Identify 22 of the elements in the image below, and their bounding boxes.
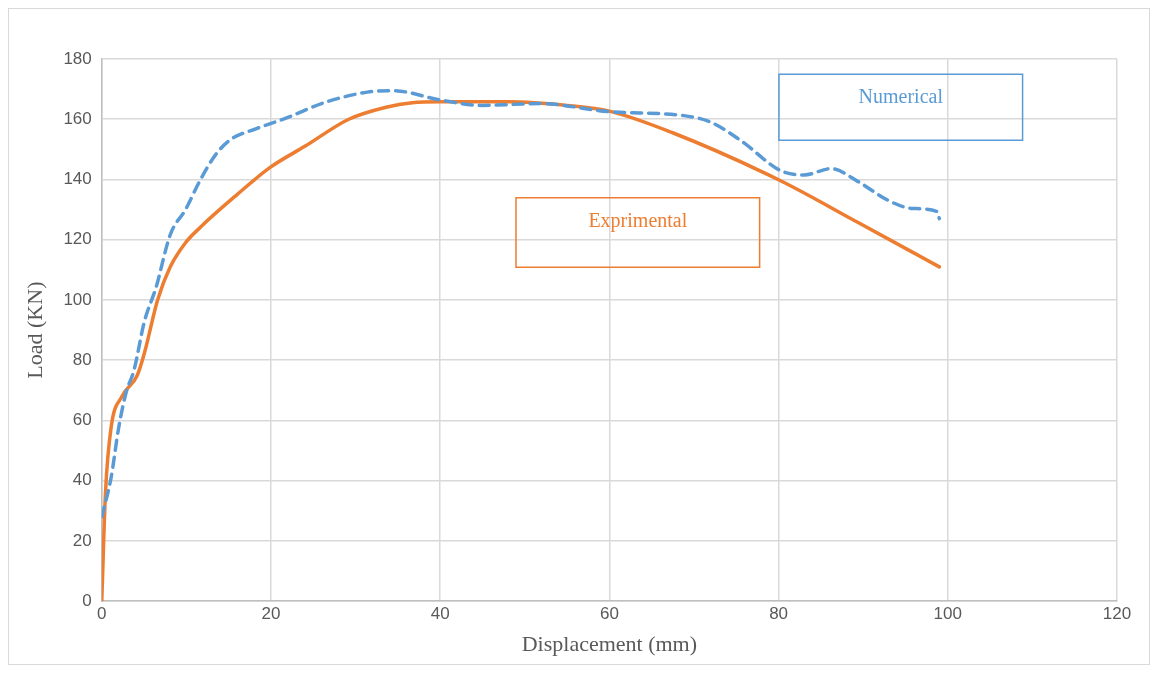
y-tick-label: 140: [63, 169, 92, 189]
line-series: [101, 88, 942, 519]
x-tick-label: 0: [97, 604, 107, 624]
y-tick-label: 40: [72, 470, 92, 490]
x-tick-label: 80: [769, 604, 789, 624]
y-tick-label: 180: [63, 48, 92, 68]
x-tick-label: 20: [261, 604, 281, 624]
y-tick-label: 20: [72, 530, 92, 550]
y-tick-label: 80: [72, 349, 92, 369]
y-tick-label: 120: [63, 229, 92, 249]
y-tick-label: 0: [82, 590, 92, 610]
x-tick-label: 40: [430, 604, 450, 624]
y-tick-label: 160: [63, 108, 92, 128]
text: Exprimental: [588, 209, 688, 233]
x-tick-label: 60: [599, 604, 619, 624]
y-tick-label: 60: [72, 410, 92, 430]
x-tick-label: 120: [1102, 604, 1132, 624]
x-tick-label: 100: [933, 604, 962, 624]
y-axis-title: Load (KN): [21, 281, 47, 379]
y-tick-label: 100: [63, 289, 92, 309]
text: Numerical: [858, 84, 944, 107]
x-axis-title: Displacement (mm): [521, 630, 698, 656]
